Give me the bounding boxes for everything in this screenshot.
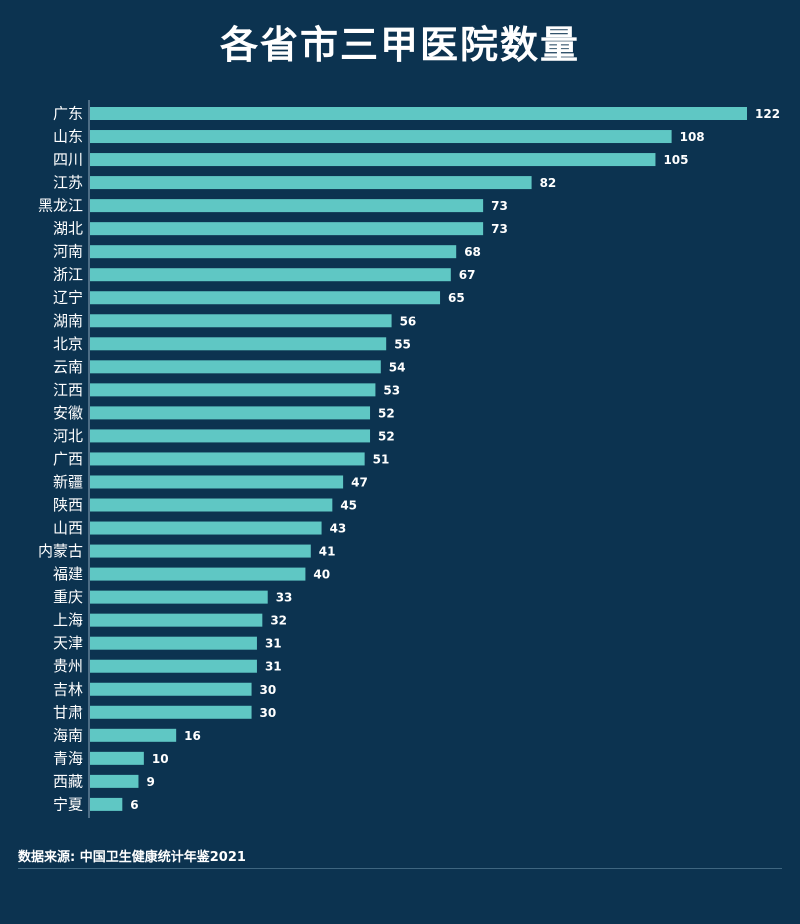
value-label: 31	[265, 637, 282, 651]
category-label: 宁夏	[53, 795, 83, 813]
category-label: 重庆	[53, 588, 83, 606]
value-label: 73	[491, 199, 508, 213]
category-label: 青海	[53, 749, 83, 767]
category-label: 新疆	[53, 473, 83, 491]
value-label: 40	[313, 568, 330, 582]
bar	[90, 314, 392, 328]
value-label: 43	[330, 522, 347, 536]
value-label: 10	[152, 752, 169, 766]
category-label: 山东	[53, 128, 83, 146]
value-label: 41	[319, 545, 336, 559]
category-label: 四川	[53, 151, 83, 169]
category-label: 浙江	[53, 266, 83, 284]
bar	[90, 751, 144, 765]
category-label: 西藏	[53, 772, 83, 790]
bar	[90, 337, 387, 351]
bar	[90, 153, 656, 167]
value-label: 51	[373, 452, 390, 466]
value-label: 52	[378, 406, 395, 420]
bar	[90, 245, 457, 259]
bar	[90, 176, 532, 190]
bar	[90, 406, 371, 420]
bar	[90, 222, 484, 236]
category-label: 河南	[53, 243, 83, 261]
value-label: 105	[663, 153, 688, 167]
source-note: 数据来源: 中国卫生健康统计年鉴2021	[18, 850, 246, 865]
value-label: 31	[265, 660, 282, 674]
value-label: 68	[464, 245, 481, 259]
value-label: 47	[351, 475, 368, 489]
category-label: 甘肃	[53, 703, 83, 721]
value-label: 55	[394, 337, 411, 351]
chart-title: 各省市三甲医院数量	[219, 23, 580, 67]
bar	[90, 567, 306, 581]
bar	[90, 636, 257, 650]
value-label: 9	[146, 775, 154, 789]
category-label: 黑龙江	[38, 197, 83, 215]
bar	[90, 452, 365, 466]
category-label: 海南	[53, 726, 83, 744]
category-label: 广东	[53, 105, 83, 123]
category-label: 湖北	[53, 220, 83, 238]
divider	[18, 868, 782, 869]
bar	[90, 682, 252, 696]
category-label: 北京	[53, 335, 83, 353]
bar	[90, 107, 747, 120]
category-label: 天津	[53, 634, 83, 652]
category-label: 福建	[53, 565, 83, 583]
category-label: 湖南	[53, 312, 83, 330]
category-label: 云南	[53, 358, 83, 376]
category-label: 内蒙古	[38, 542, 83, 560]
value-label: 6	[130, 798, 138, 812]
category-label: 河北	[53, 427, 83, 445]
value-label: 30	[260, 683, 277, 697]
category-label: 辽宁	[53, 289, 83, 307]
bar	[90, 383, 376, 397]
bar	[90, 521, 322, 535]
value-label: 32	[270, 614, 287, 628]
value-label: 122	[755, 107, 780, 121]
category-label: 江苏	[53, 174, 83, 192]
category-label: 安徽	[53, 404, 83, 422]
value-label: 33	[276, 591, 293, 605]
bar	[90, 774, 139, 788]
value-label: 65	[448, 291, 465, 305]
value-label: 82	[540, 176, 557, 190]
value-label: 108	[680, 130, 705, 144]
bar	[90, 429, 371, 443]
bar	[90, 544, 311, 558]
category-label: 陕西	[53, 496, 83, 514]
bar	[90, 360, 381, 374]
bar	[90, 590, 268, 604]
bar	[90, 199, 484, 213]
bar	[90, 797, 123, 811]
value-label: 16	[184, 729, 201, 743]
bar	[90, 613, 263, 627]
bar	[90, 728, 177, 742]
category-label: 江西	[53, 381, 83, 399]
bar	[90, 659, 257, 673]
value-label: 45	[340, 499, 357, 513]
bar	[90, 498, 333, 512]
category-label: 上海	[53, 611, 83, 629]
value-label: 30	[260, 706, 277, 720]
value-label: 67	[459, 268, 476, 282]
value-label: 56	[400, 314, 417, 328]
category-label: 山西	[53, 519, 83, 537]
value-label: 54	[389, 360, 406, 374]
bar	[90, 130, 672, 144]
value-label: 73	[491, 222, 508, 236]
category-label: 贵州	[53, 657, 83, 675]
value-label: 52	[378, 429, 395, 443]
bar	[90, 475, 344, 489]
bar	[90, 705, 252, 719]
bar	[90, 268, 451, 282]
category-label: 广西	[53, 450, 83, 468]
bar	[90, 291, 441, 305]
category-label: 吉林	[53, 680, 83, 698]
value-label: 53	[383, 383, 400, 397]
